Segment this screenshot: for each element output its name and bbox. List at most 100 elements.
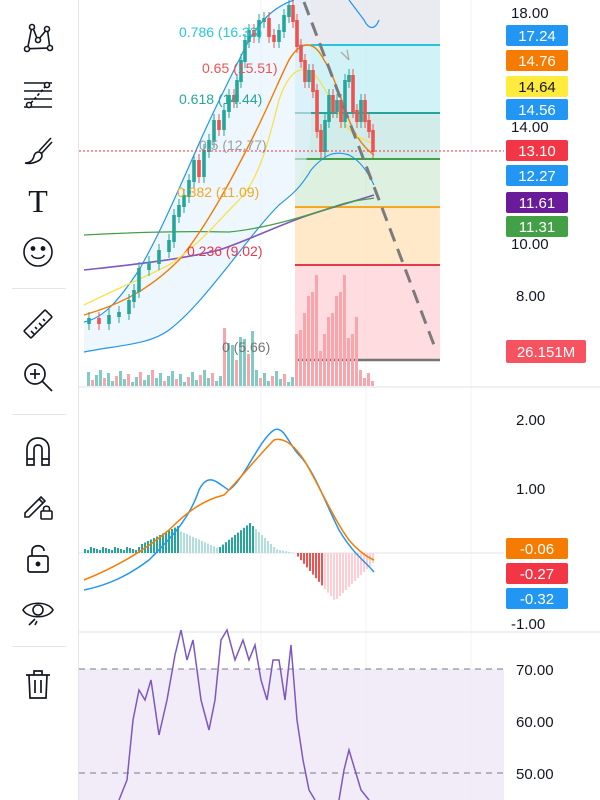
volume-bar: [131, 382, 134, 386]
rsi-axis[interactable]: 70.00 60.00 50.00: [516, 662, 554, 783]
price-badge: [506, 165, 568, 186]
macd-histogram-bar: [147, 541, 149, 553]
volume-bar: [343, 275, 346, 386]
macd-histogram-bar: [87, 550, 89, 553]
candle-body: [339, 100, 343, 122]
rsi-band: [79, 669, 504, 800]
volume-bar: [359, 370, 362, 386]
macd-histogram-bar: [180, 531, 182, 553]
candle-body: [147, 262, 151, 270]
macd-histogram-bar: [264, 538, 266, 553]
candle-body: [182, 195, 186, 207]
volume-bar: [299, 330, 302, 386]
volume-bar: [239, 337, 242, 386]
volume-bar: [323, 334, 326, 386]
candle-body: [351, 75, 355, 112]
candle-body: [243, 40, 247, 62]
pattern-tool[interactable]: [14, 16, 62, 60]
visibility-tool[interactable]: [14, 588, 62, 632]
fib-retracement-tool[interactable]: [14, 72, 62, 116]
volume-badge-text: 26.151M: [517, 344, 575, 361]
rsi-axis-label: 70.00: [516, 662, 554, 679]
macd-axis-label: 1.00: [516, 481, 545, 498]
macd-axis[interactable]: 2.00 1.00 -1.00 -0.06 -0.27 -0.32: [506, 412, 568, 633]
volume-bar: [307, 296, 310, 386]
unlock-icon: [27, 544, 49, 573]
macd-histogram-bar: [312, 553, 314, 575]
macd-histogram-bar: [111, 550, 113, 553]
candle-body: [222, 110, 226, 130]
rsi-pane[interactable]: [79, 628, 504, 800]
candle-body: [262, 18, 266, 22]
macd-histogram-bar: [357, 553, 359, 578]
price-badge-text: 17.24: [518, 28, 556, 45]
volume-bar: [275, 371, 278, 386]
bollinger-upper: [348, 0, 380, 29]
macd-histogram-bar: [159, 535, 161, 553]
brush-tool-icon: [24, 137, 53, 165]
candle-body: [367, 120, 371, 132]
macd-histogram-bar: [336, 553, 338, 599]
volume-bar: [371, 381, 374, 386]
fib-level-label: 0.382 (11.09): [177, 184, 259, 200]
price-badge: [506, 140, 568, 161]
volume-bar: [319, 351, 322, 386]
macd-histogram-bar: [177, 526, 179, 553]
chart-area[interactable]: 0.786 (16.33) 0.65 (15.51) 0.618 (14.44)…: [79, 0, 600, 800]
magnet-tool[interactable]: [14, 430, 62, 474]
lock-drawings-tool[interactable]: [14, 482, 62, 526]
macd-histogram-bar: [162, 533, 164, 553]
macd-histogram-bar: [204, 542, 206, 553]
price-badge: [506, 216, 568, 237]
ruler-tool[interactable]: [14, 302, 62, 346]
macd-histogram-bar: [123, 550, 125, 553]
toolbar-divider: [12, 414, 66, 415]
fib-zone: [295, 265, 440, 360]
macd-histogram-bar: [327, 553, 329, 593]
macd-histogram-bar: [351, 553, 353, 584]
candle-body: [235, 80, 239, 102]
macd-histogram-bar: [324, 553, 326, 589]
rsi-line: [118, 628, 370, 800]
volume-bar: [295, 334, 298, 386]
candle-body: [217, 120, 221, 130]
volume-bar: [175, 379, 178, 386]
emoji-tool-icon: [23, 237, 53, 267]
macd-histogram-bar: [252, 526, 254, 553]
delete-drawings-tool[interactable]: [14, 662, 62, 706]
macd-pane[interactable]: [79, 428, 504, 600]
macd-histogram-bar: [189, 535, 191, 553]
macd-badge-text: -0.27: [520, 566, 554, 583]
volume-bar: [95, 375, 98, 386]
price-badge-text: 14.76: [518, 53, 556, 70]
magnet-tool-icon: [26, 437, 50, 466]
brush-tool[interactable]: [14, 128, 62, 172]
price-badge-text: 13.10: [518, 143, 556, 160]
projection-path[interactable]: [302, 1, 436, 346]
fib-level-label: 0.786 (16.33): [179, 24, 262, 40]
macd-axis-label: -1.00: [511, 616, 545, 633]
macd-histogram-bar: [225, 542, 227, 553]
volume-bar: [263, 373, 266, 386]
candle-body: [335, 100, 339, 112]
zoom-in-tool[interactable]: [14, 355, 62, 399]
text-tool[interactable]: T: [14, 178, 62, 222]
volume-bar: [227, 343, 230, 386]
fib-retracement-drawing[interactable]: [295, 0, 440, 362]
macd-histogram-bar: [339, 553, 341, 596]
unlock-tool[interactable]: [14, 536, 62, 580]
emoji-tool[interactable]: [14, 230, 62, 274]
candlestick-series: [87, 0, 375, 330]
fib-zone: [295, 0, 440, 45]
candle-body: [331, 95, 335, 112]
macd-histogram-bar: [309, 553, 311, 571]
chart-canvas[interactable]: 0.786 (16.33) 0.65 (15.51) 0.618 (14.44)…: [79, 0, 600, 800]
macd-histogram-bar: [219, 547, 221, 553]
candle-body: [303, 60, 307, 82]
candle-body: [299, 45, 303, 62]
volume-bar: [211, 373, 214, 386]
fib-level-label: 0.5 (12.77): [199, 137, 267, 153]
price-axis[interactable]: 18.00 14.00 10.00 8.00: [511, 5, 549, 305]
volume-bar: [143, 380, 146, 386]
candle-body: [97, 318, 101, 324]
